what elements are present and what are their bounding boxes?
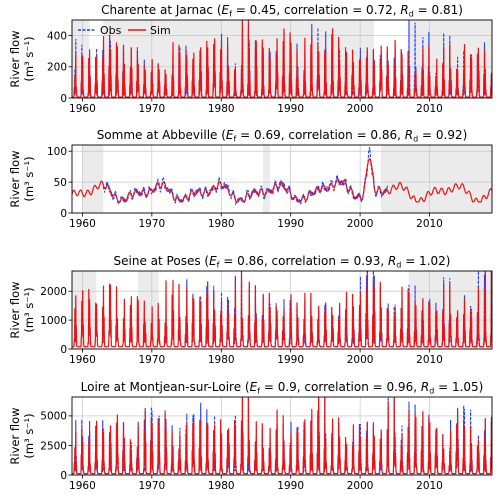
x-tick-label: 1960 bbox=[69, 480, 96, 492]
x-tick-label: 1970 bbox=[138, 354, 165, 366]
y-axis-unit: (m³ s⁻¹) bbox=[22, 156, 36, 201]
x-tick-label: 1980 bbox=[208, 480, 235, 492]
shaded-period bbox=[137, 271, 159, 349]
y-tick-label: 5000 bbox=[40, 411, 67, 423]
plot-frame bbox=[71, 19, 493, 99]
x-tick-label: 2000 bbox=[347, 218, 374, 230]
legend-obs-label: Obs bbox=[100, 24, 122, 37]
x-tick-label: 1960 bbox=[69, 354, 96, 366]
y-axis-label: River flow bbox=[8, 407, 22, 464]
x-tick-label: 1980 bbox=[208, 354, 235, 366]
y-axis-label: River flow bbox=[8, 30, 22, 87]
panel-title: Loire at Montjean-sur-Loire (Ef = 0.9, c… bbox=[81, 380, 484, 396]
x-tick-label: 2000 bbox=[347, 480, 374, 492]
series-sim-line bbox=[72, 20, 492, 98]
panel-1: 1960 1970 1980 1990 2000 2010 0 200 400 River flo… bbox=[8, 3, 493, 115]
y-axis-unit: (m³ s⁻¹) bbox=[22, 36, 36, 81]
x-tick-label: 2010 bbox=[416, 480, 443, 492]
panel-title: Charente at Jarnac (Ef = 0.45, correlati… bbox=[101, 3, 463, 19]
x-tick-label: 1960 bbox=[69, 218, 96, 230]
y-axis-label: River flow bbox=[8, 281, 22, 338]
shaded-period bbox=[103, 20, 374, 98]
x-tick-label: 2010 bbox=[416, 103, 443, 115]
plot-frame bbox=[71, 396, 493, 476]
shaded-period bbox=[380, 145, 492, 213]
x-tick-label: 1980 bbox=[208, 103, 235, 115]
y-tick-label: 0 bbox=[60, 470, 67, 482]
plot-frame bbox=[71, 270, 493, 350]
legend: Obs Sim bbox=[78, 24, 171, 37]
x-tick-label: 1980 bbox=[208, 218, 235, 230]
y-tick-label: 1000 bbox=[40, 315, 67, 327]
x-tick-label: 1970 bbox=[138, 480, 165, 492]
shaded-period bbox=[82, 145, 104, 213]
y-tick-label: 2500 bbox=[40, 440, 67, 452]
panel-title: Somme at Abbeville (Ef = 0.69, correlati… bbox=[97, 128, 468, 144]
x-tick-label: 1970 bbox=[138, 103, 165, 115]
y-tick-label: 400 bbox=[47, 30, 67, 42]
x-tick-label: 1990 bbox=[277, 480, 304, 492]
y-tick-label: 2000 bbox=[40, 286, 67, 298]
x-tick-label: 2000 bbox=[347, 103, 374, 115]
y-axis-unit: (m³ s⁻¹) bbox=[22, 413, 36, 458]
x-tick-label: 1990 bbox=[277, 354, 304, 366]
y-tick-label: 200 bbox=[47, 62, 67, 74]
panel-2: 1960 1970 1980 1990 2000 2010 0 50 100 River flow… bbox=[8, 128, 493, 230]
x-tick-label: 1970 bbox=[138, 218, 165, 230]
y-tick-label: 50 bbox=[54, 177, 67, 189]
x-tick-label: 2010 bbox=[416, 354, 443, 366]
x-tick-label: 2000 bbox=[347, 354, 374, 366]
y-tick-label: 0 bbox=[60, 344, 67, 356]
x-tick-label: 1990 bbox=[277, 218, 304, 230]
plot-frame bbox=[71, 144, 493, 214]
shaded-period bbox=[262, 145, 270, 213]
x-tick-label: 2010 bbox=[416, 218, 443, 230]
panel-3: 1960 1970 1980 1990 2000 2010 0 1000 2000 River f… bbox=[8, 254, 493, 366]
y-tick-label: 100 bbox=[47, 146, 67, 158]
y-tick-label: 0 bbox=[60, 93, 67, 105]
series-sim-line bbox=[72, 158, 492, 203]
y-axis-unit: (m³ s⁻¹) bbox=[22, 287, 36, 332]
y-tick-label: 0 bbox=[60, 208, 67, 220]
legend-sim-label: Sim bbox=[150, 24, 171, 37]
x-tick-label: 1990 bbox=[277, 103, 304, 115]
series-sim-line bbox=[72, 397, 492, 475]
series-sim-line bbox=[72, 271, 492, 348]
panel-4: 1960 1970 1980 1990 2000 2010 0 2500 5000 River f… bbox=[8, 380, 493, 492]
panel-title: Seine at Poses (Ef = 0.86, correlation =… bbox=[114, 254, 451, 270]
y-axis-label: River flow bbox=[8, 150, 22, 207]
x-tick-label: 1960 bbox=[69, 103, 96, 115]
